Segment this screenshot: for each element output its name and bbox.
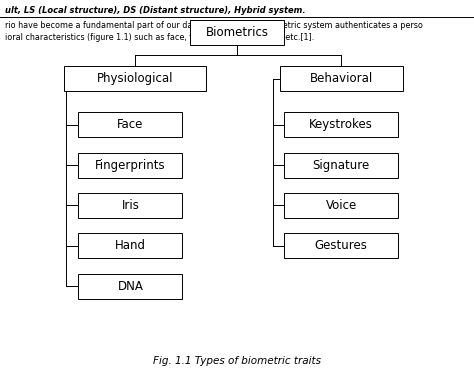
FancyBboxPatch shape: [78, 273, 182, 299]
FancyBboxPatch shape: [78, 152, 182, 178]
Text: Voice: Voice: [326, 199, 357, 212]
Text: Gestures: Gestures: [315, 239, 368, 252]
FancyBboxPatch shape: [78, 112, 182, 137]
Text: Keystrokes: Keystrokes: [310, 118, 373, 131]
FancyBboxPatch shape: [284, 233, 398, 258]
Text: ioral characteristics (figure 1.1) such as face, voice, gait information, etc.[1: ioral characteristics (figure 1.1) such …: [5, 33, 314, 41]
FancyBboxPatch shape: [78, 233, 182, 258]
Text: Fig. 1.1 Types of biometric traits: Fig. 1.1 Types of biometric traits: [153, 356, 321, 366]
FancyBboxPatch shape: [64, 66, 206, 91]
Text: ult, LS (Local structure), DS (Distant structure), Hybrid system.: ult, LS (Local structure), DS (Distant s…: [5, 6, 305, 15]
Text: rio have become a fundamental part of our day to day life. The biometric system : rio have become a fundamental part of ou…: [5, 21, 423, 30]
Text: DNA: DNA: [118, 280, 143, 293]
Text: Face: Face: [117, 118, 144, 131]
Text: Biometrics: Biometrics: [206, 26, 268, 39]
Text: Hand: Hand: [115, 239, 146, 252]
FancyBboxPatch shape: [284, 193, 398, 218]
Text: Physiological: Physiological: [97, 72, 173, 85]
FancyBboxPatch shape: [284, 152, 398, 178]
FancyBboxPatch shape: [78, 193, 182, 218]
Text: Signature: Signature: [313, 159, 370, 172]
Text: Behavioral: Behavioral: [310, 72, 373, 85]
Text: Fingerprints: Fingerprints: [95, 159, 165, 172]
FancyBboxPatch shape: [280, 66, 403, 91]
Text: Iris: Iris: [121, 199, 139, 212]
FancyBboxPatch shape: [284, 112, 398, 137]
FancyBboxPatch shape: [190, 20, 284, 45]
